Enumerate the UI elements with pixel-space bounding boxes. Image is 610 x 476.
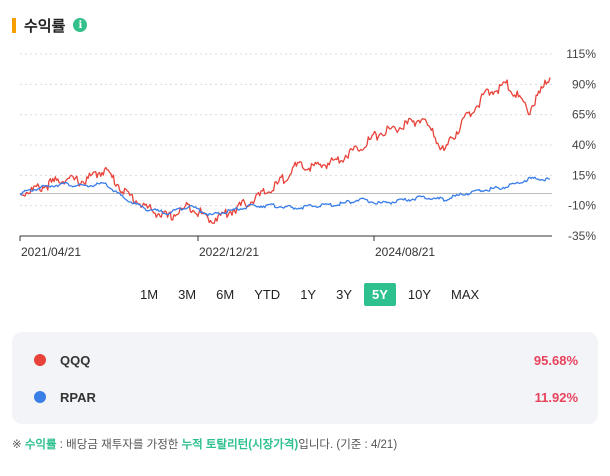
legend-name-rpar: RPAR <box>60 389 96 405</box>
period-button-ytd[interactable]: YTD <box>254 287 281 302</box>
y-tick-label: 15% <box>572 168 596 182</box>
period-button-max[interactable]: MAX <box>451 287 480 302</box>
period-button-1m[interactable]: 1M <box>140 287 159 302</box>
period-button-3y[interactable]: 3Y <box>336 287 352 302</box>
section-header: 수익률 i <box>12 14 88 36</box>
returns-chart: 115% 90% 65% 40% 15% -10% -35% 2021/04/21 2022/… <box>19 47 596 259</box>
chart-lines <box>19 77 551 225</box>
chart-x-ticks: 2021/04/21 2022/12/21 2024/08/21 <box>19 236 435 259</box>
y-tick-label: 40% <box>572 138 596 152</box>
chart-y-ticks: 115% 90% 65% 40% 15% -10% -35% <box>566 47 596 243</box>
legend-box: QQQ 95.68% RPAR 11.92% <box>12 332 598 424</box>
series-line-qqq <box>19 77 551 225</box>
y-tick-label: 65% <box>572 108 596 122</box>
period-button-1y[interactable]: 1Y <box>300 287 317 302</box>
legend-row-qqq: QQQ 95.68% <box>34 350 578 370</box>
x-tick-label: 2022/12/21 <box>199 245 259 259</box>
series-line-rpar <box>19 176 551 217</box>
info-icon[interactable]: i <box>73 18 88 32</box>
period-selector: 1M 3M 6M YTD 1Y 3Y 5Y 10Y MAX <box>132 283 487 306</box>
legend-dot-rpar <box>34 391 46 403</box>
y-tick-label: -10% <box>568 199 596 213</box>
period-button-5y[interactable]: 5Y <box>364 283 396 306</box>
accent-bar <box>12 17 16 33</box>
footnote-term: 수익률 <box>24 439 57 451</box>
x-tick-label: 2024/08/21 <box>375 245 435 259</box>
legend-value-rpar: 11.92% <box>534 389 578 405</box>
legend-name-qqq: QQQ <box>60 352 91 368</box>
page-title: 수익률 <box>24 17 66 35</box>
period-button-3m[interactable]: 3M <box>178 287 197 302</box>
y-tick-label: 115% <box>566 47 596 61</box>
legend-dot-qqq <box>34 354 46 366</box>
period-button-10y[interactable]: 10Y <box>407 287 432 302</box>
period-button-6m[interactable]: 6M <box>216 287 235 302</box>
footnote-middle: : 배당금 재투자를 가정한 <box>56 439 182 451</box>
x-tick-label: 2021/04/21 <box>21 245 81 259</box>
y-tick-label: -35% <box>568 229 596 243</box>
chart-grid <box>20 53 552 237</box>
footnote: ※ 수익률 : 배당금 재투자를 가정한 누적 토탈리턴(시장가격)입니다. (… <box>12 436 397 452</box>
footnote-prefix: ※ <box>12 439 25 451</box>
legend-value-qqq: 95.68% <box>533 352 578 368</box>
footnote-suffix: 입니다. (기준 : 4/21) <box>298 439 398 451</box>
legend-row-rpar: RPAR 11.92% <box>34 387 578 407</box>
footnote-highlight: 누적 토탈리턴(시장가격) <box>181 439 299 451</box>
y-tick-label: 90% <box>572 77 596 91</box>
